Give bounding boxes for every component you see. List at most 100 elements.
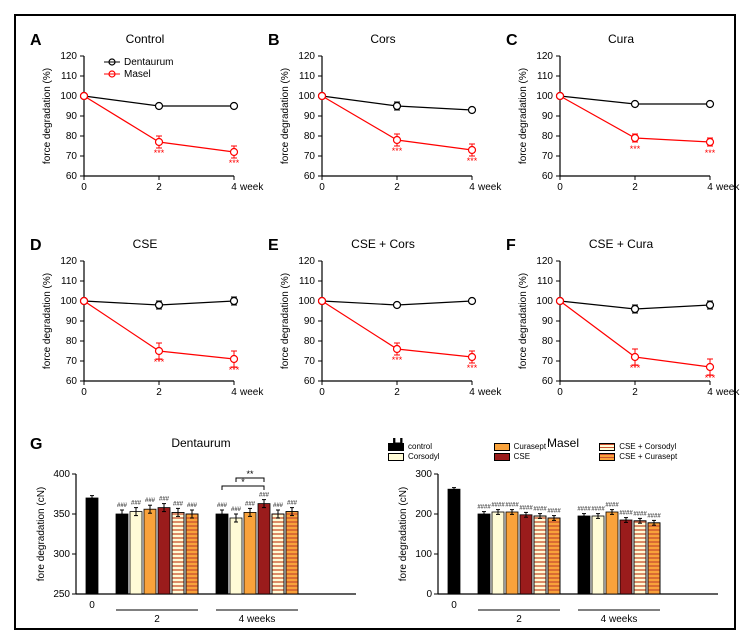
svg-text:120: 120 [60,51,77,62]
svg-text:90: 90 [66,316,78,327]
legend-label: control [408,442,432,451]
svg-text:###: ### [187,503,198,509]
svg-text:0: 0 [557,182,563,193]
line-chart: 60708090100110120024weekforce degradatio… [502,231,740,431]
svg-text:300: 300 [53,549,70,560]
line-panel-F: FCSE + Cura60708090100110120024weekforce… [502,231,740,431]
svg-text:###: ### [231,507,242,513]
panel-title: CSE + Cura [502,237,740,251]
svg-text:4: 4 [707,182,713,193]
svg-text:####: #### [591,507,605,513]
svg-text:4: 4 [231,182,237,193]
svg-text:**: ** [246,469,254,479]
svg-text:120: 120 [536,51,553,62]
svg-text:60: 60 [542,376,554,387]
svg-text:fore degradation (cN): fore degradation (cN) [398,487,409,582]
bar-chart: 0100200300fore degradation (cN)#########… [388,436,738,626]
bar-panel-H: HMasel0100200300fore degradation (cN)###… [388,436,738,626]
svg-text:###: ### [273,503,284,509]
svg-text:***: *** [630,363,641,373]
svg-text:***: *** [630,144,641,154]
svg-text:120: 120 [60,256,77,267]
svg-text:70: 70 [542,356,554,367]
svg-text:0: 0 [81,182,87,193]
line-chart: 60708090100110120024weekforce degradatio… [502,26,740,226]
svg-text:0: 0 [319,182,325,193]
svg-text:70: 70 [304,356,316,367]
svg-text:200: 200 [415,509,432,520]
bar-legend: control Curasept CSE + Corsodyl Corsodyl… [388,442,708,462]
svg-text:0: 0 [557,387,563,398]
svg-text:80: 80 [542,131,554,142]
svg-text:####: #### [547,509,561,515]
svg-text:70: 70 [66,151,78,162]
svg-text:***: *** [705,148,716,158]
legend-label: CSE [514,452,530,461]
svg-text:***: *** [229,158,240,168]
legend-label: CSE + Curasept [619,452,677,461]
svg-text:####: #### [619,511,633,517]
svg-text:300: 300 [415,469,432,480]
svg-text:4 weeks: 4 weeks [601,614,638,625]
svg-text:2: 2 [632,387,638,398]
svg-text:week: week [715,182,740,193]
svg-text:####: #### [605,503,619,509]
svg-text:110: 110 [61,71,77,82]
svg-text:100: 100 [415,549,432,560]
svg-text:0: 0 [81,387,87,398]
legend-label: CSE + Corsodyl [619,442,676,451]
svg-text:100: 100 [536,296,553,307]
svg-text:####: #### [519,505,533,511]
svg-text:####: #### [491,503,505,509]
svg-text:60: 60 [542,171,554,182]
panel-title: Cors [264,32,502,46]
svg-text:0: 0 [451,600,457,611]
svg-text:###: ### [117,503,128,509]
svg-text:***: *** [154,148,165,158]
svg-text:100: 100 [60,296,77,307]
svg-text:###: ### [217,503,228,509]
svg-text:350: 350 [53,509,70,520]
panel-title: Control [26,32,264,46]
svg-text:90: 90 [542,111,554,122]
svg-text:***: *** [705,373,716,383]
svg-text:100: 100 [298,296,315,307]
svg-text:###: ### [287,501,298,507]
svg-text:week: week [239,387,264,398]
svg-text:120: 120 [536,256,553,267]
svg-text:###: ### [173,501,184,507]
svg-text:4: 4 [707,387,713,398]
svg-text:70: 70 [66,356,78,367]
svg-text:####: #### [647,513,661,519]
svg-text:400: 400 [53,469,70,480]
svg-text:110: 110 [299,71,315,82]
line-panel-E: ECSE + Cors60708090100110120024weekforce… [264,231,502,431]
legend-label: Corsodyl [408,452,440,461]
svg-text:110: 110 [537,276,553,287]
svg-text:***: *** [229,365,240,375]
svg-text:2: 2 [156,182,162,193]
svg-text:force degradation (%): force degradation (%) [42,273,53,369]
svg-text:4: 4 [469,182,475,193]
panel-title: Dentaurum [26,436,376,450]
svg-text:80: 80 [66,336,78,347]
svg-text:90: 90 [66,111,78,122]
svg-text:####: #### [477,505,491,511]
svg-text:***: *** [392,355,403,365]
svg-text:110: 110 [61,276,77,287]
svg-text:week: week [477,387,502,398]
svg-text:week: week [715,387,740,398]
line-chart: 60708090100110120024weekforce degradatio… [26,26,264,226]
svg-text:60: 60 [304,171,316,182]
svg-text:120: 120 [298,256,315,267]
svg-text:####: #### [577,507,591,513]
svg-text:70: 70 [542,151,554,162]
svg-text:2: 2 [394,182,400,193]
svg-text:120: 120 [298,51,315,62]
svg-text:###: ### [159,497,170,503]
svg-text:force degradation (%): force degradation (%) [42,68,53,164]
svg-text:***: *** [154,357,165,367]
panel-title: CSE + Cors [264,237,502,251]
line-chart: 60708090100110120024weekforce degradatio… [264,231,502,431]
svg-text:60: 60 [66,171,78,182]
